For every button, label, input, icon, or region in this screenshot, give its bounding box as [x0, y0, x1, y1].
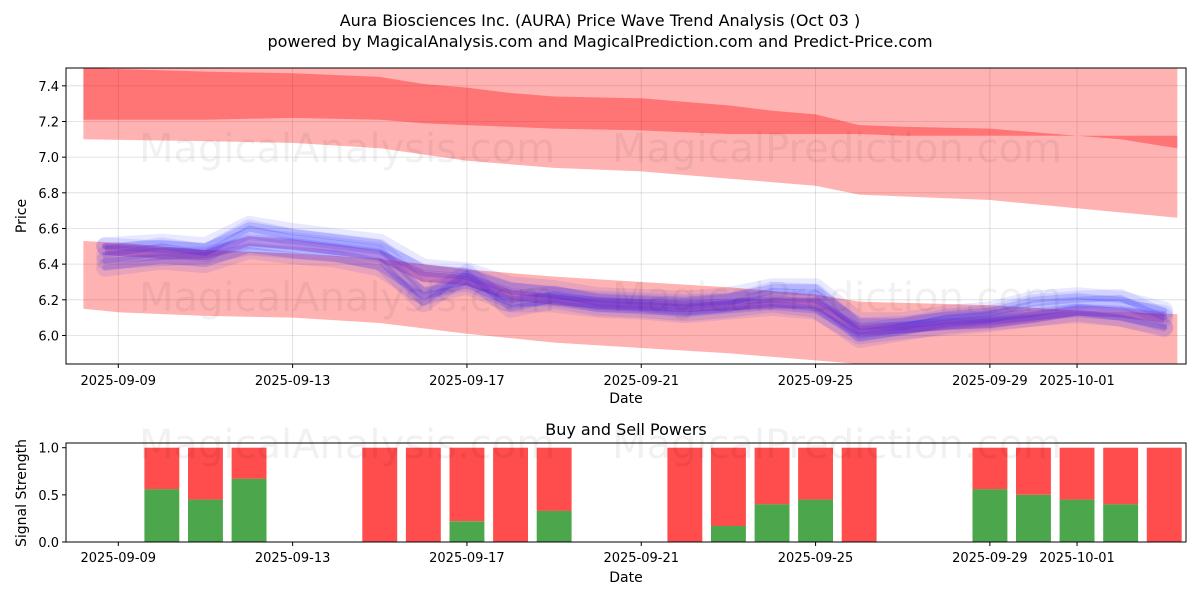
price-bands — [83, 68, 1178, 364]
sell-bar — [972, 447, 1008, 490]
sell-bar — [1016, 447, 1051, 495]
price-y-ticks: 6.0 6.2 6.4 6.6 6.8 7.0 7.2 7.4 — [38, 80, 66, 344]
buy-bar — [188, 499, 223, 542]
price-grid — [66, 68, 1186, 364]
price-y-tick-label: 6.2 — [38, 294, 59, 309]
power-x-ticks: 2025-09-09 2025-09-13 2025-09-17 2025-09-21… — [81, 542, 1115, 566]
power-x-tick-label: 2025-09-09 — [81, 551, 157, 566]
power-x-tick-label: 2025-10-01 — [1039, 551, 1115, 566]
sell-bar — [231, 447, 267, 479]
price-y-tick-label: 7.0 — [38, 151, 59, 166]
sell-bar — [144, 447, 180, 490]
wave-band-2 — [96, 219, 1174, 341]
wave-overlap — [104, 236, 1165, 336]
sell-bar — [1103, 447, 1139, 505]
watermark-bottom-left: MagicalAnalysis.com — [139, 422, 555, 468]
buy-bar — [536, 510, 572, 542]
buy-bar — [449, 521, 485, 542]
price-chart: MagicalAnalysis.com MagicalPrediction.co… — [14, 67, 1187, 407]
wave-line-4 — [102, 221, 1168, 325]
price-x-tick-label: 2025-09-29 — [952, 374, 1028, 389]
watermark-left-2: MagicalAnalysis.com — [139, 275, 555, 321]
price-y-tick-label: 6.6 — [38, 222, 59, 237]
price-x-tick-label: 2025-09-13 — [255, 374, 331, 389]
price-y-tick-label: 7.2 — [38, 115, 59, 130]
power-y-tick-label: 1.0 — [38, 442, 59, 457]
buy-bar — [1016, 494, 1051, 542]
sell-bar — [493, 447, 528, 542]
sell-bar — [536, 447, 572, 511]
power-x-tick-label: 2025-09-21 — [603, 551, 679, 566]
wave-line-2 — [102, 225, 1168, 335]
sell-bar — [798, 447, 833, 500]
wave-line-1 — [102, 234, 1168, 330]
buy-bar — [1103, 504, 1139, 542]
price-y-axis-label: Price — [14, 199, 30, 233]
power-x-tick-label: 2025-09-25 — [778, 551, 854, 566]
price-x-tick-label: 2025-09-21 — [603, 374, 679, 389]
watermark-right: MagicalPrediction.com — [612, 126, 1062, 172]
upper-band-outer — [83, 68, 1178, 218]
price-waves — [96, 215, 1174, 348]
buy-bar — [144, 489, 180, 542]
price-x-tick-label: 2025-10-01 — [1039, 374, 1115, 389]
sell-bar — [1059, 447, 1095, 500]
power-bars — [144, 447, 1182, 542]
watermark-bottom-right: MagicalPrediction.com — [612, 422, 1062, 468]
power-x-tick-label: 2025-09-29 — [952, 551, 1028, 566]
wave-band-5 — [96, 240, 1174, 345]
power-plot-frame — [65, 442, 1187, 543]
sell-bar — [449, 447, 485, 522]
price-plot-frame — [65, 67, 1187, 365]
buy-bar — [711, 526, 746, 542]
price-x-tick-label: 2025-09-25 — [778, 374, 854, 389]
price-y-tick-label: 6.0 — [38, 329, 59, 344]
chart-title-line1: Aura Biosciences Inc. (AURA) Price Wave … — [340, 11, 861, 30]
upper-band-inner — [83, 68, 1178, 149]
buy-bar — [1059, 499, 1095, 542]
price-x-axis-label: Date — [609, 391, 642, 407]
wave-line-3 — [102, 243, 1168, 342]
sell-bar — [754, 447, 790, 505]
power-y-tick-label: 0.0 — [38, 536, 59, 551]
buy-bar — [972, 489, 1008, 542]
sell-bar — [1146, 447, 1182, 542]
buy-bar — [754, 504, 790, 542]
power-x-tick-label: 2025-09-17 — [429, 551, 505, 566]
lower-band — [83, 241, 1178, 364]
wave-band-1 — [96, 228, 1174, 336]
chart-title-line2: powered by MagicalAnalysis.com and Magic… — [267, 32, 932, 51]
power-chart: Buy and Sell Powers MagicalAnalysis.com … — [14, 420, 1187, 586]
sell-bar — [841, 447, 877, 542]
wave-line-5 — [102, 246, 1168, 339]
watermark-left: MagicalAnalysis.com — [139, 126, 555, 172]
price-y-tick-label: 7.4 — [38, 80, 59, 95]
price-x-tick-label: 2025-09-17 — [429, 374, 505, 389]
power-x-axis-label: Date — [609, 570, 642, 586]
price-x-tick-label: 2025-09-09 — [81, 374, 157, 389]
sell-bar — [711, 447, 746, 526]
power-y-axis-label: Signal Strength — [14, 439, 30, 547]
power-y-ticks: 0.0 0.5 1.0 — [38, 442, 66, 551]
sell-bar — [405, 447, 441, 542]
wave-band-3 — [96, 237, 1174, 348]
power-chart-title: Buy and Sell Powers — [545, 420, 707, 439]
sell-bar — [362, 447, 398, 542]
buy-bar — [231, 478, 267, 542]
watermark-right-2: MagicalPrediction.com — [612, 275, 1062, 321]
sell-bar — [667, 447, 703, 542]
power-x-tick-label: 2025-09-13 — [255, 551, 331, 566]
price-y-tick-label: 6.8 — [38, 187, 59, 202]
buy-bar — [798, 499, 833, 542]
wave-band-4 — [96, 215, 1174, 331]
price-x-ticks: 2025-09-09 2025-09-13 2025-09-17 2025-09-21… — [81, 364, 1115, 389]
power-y-tick-label: 0.5 — [38, 489, 59, 504]
sell-bar — [188, 447, 223, 500]
price-y-tick-label: 6.4 — [38, 258, 59, 273]
